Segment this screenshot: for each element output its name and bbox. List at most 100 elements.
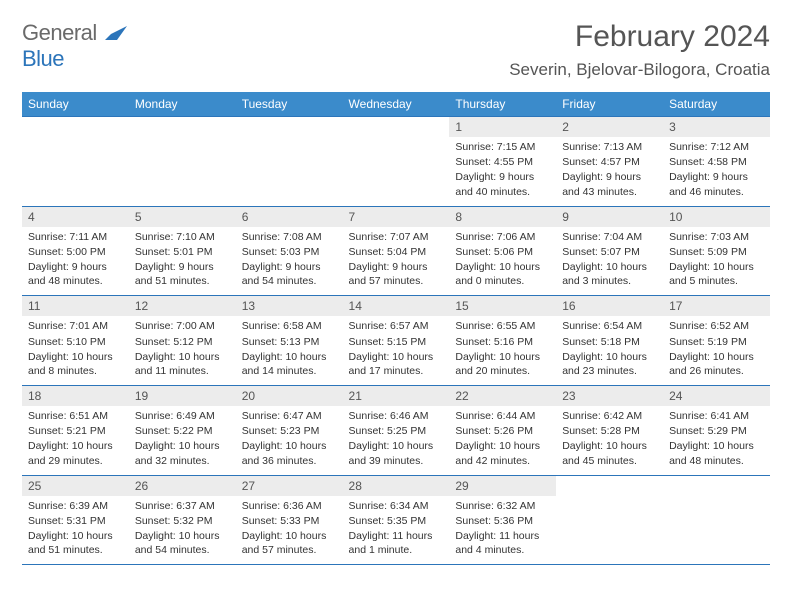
day-header-row: Sunday Monday Tuesday Wednesday Thursday… <box>22 92 770 117</box>
header: General Blue February 2024 Severin, Bjel… <box>22 20 770 80</box>
day-data: Sunrise: 7:15 AMSunset: 4:55 PMDaylight:… <box>449 137 556 206</box>
sunrise-text: Sunrise: 6:49 AM <box>135 409 230 423</box>
sunrise-text: Sunrise: 6:44 AM <box>455 409 550 423</box>
location: Severin, Bjelovar-Bilogora, Croatia <box>509 60 770 80</box>
day-cell: 23Sunrise: 6:42 AMSunset: 5:28 PMDayligh… <box>556 386 663 476</box>
day-number: 17 <box>663 296 770 316</box>
sunset-text: Sunset: 5:36 PM <box>455 514 550 528</box>
daylight-text: Daylight: 9 hours and 48 minutes. <box>28 260 123 288</box>
daylight-text: Daylight: 10 hours and 0 minutes. <box>455 260 550 288</box>
day-number: 21 <box>343 386 450 406</box>
day-data: Sunrise: 6:32 AMSunset: 5:36 PMDaylight:… <box>449 496 556 565</box>
daylight-text: Daylight: 10 hours and 23 minutes. <box>562 350 657 378</box>
day-number: 2 <box>556 117 663 137</box>
day-cell: 1Sunrise: 7:15 AMSunset: 4:55 PMDaylight… <box>449 117 556 207</box>
daylight-text: Daylight: 10 hours and 54 minutes. <box>135 529 230 557</box>
daylight-text: Daylight: 10 hours and 14 minutes. <box>242 350 337 378</box>
day-data: Sunrise: 6:44 AMSunset: 5:26 PMDaylight:… <box>449 406 556 475</box>
daylight-text: Daylight: 10 hours and 45 minutes. <box>562 439 657 467</box>
day-cell: 17Sunrise: 6:52 AMSunset: 5:19 PMDayligh… <box>663 296 770 386</box>
day-cell <box>129 117 236 207</box>
daylight-text: Daylight: 10 hours and 26 minutes. <box>669 350 764 378</box>
sunrise-text: Sunrise: 6:57 AM <box>349 319 444 333</box>
day-cell: 29Sunrise: 6:32 AMSunset: 5:36 PMDayligh… <box>449 475 556 565</box>
sunrise-text: Sunrise: 6:39 AM <box>28 499 123 513</box>
day-data: Sunrise: 7:04 AMSunset: 5:07 PMDaylight:… <box>556 227 663 296</box>
day-data: Sunrise: 6:51 AMSunset: 5:21 PMDaylight:… <box>22 406 129 475</box>
daylight-text: Daylight: 10 hours and 39 minutes. <box>349 439 444 467</box>
week-row: 25 Sunrise: 6:39 AMSunset: 5:31 PM Dayligh… <box>22 475 770 565</box>
sunset-text: Sunset: 5:29 PM <box>669 424 764 438</box>
sunset-text: Sunset: 5:31 PM <box>28 514 123 528</box>
day-cell: 12Sunrise: 7:00 AMSunset: 5:12 PMDayligh… <box>129 296 236 386</box>
day-data: Sunrise: 6:47 AMSunset: 5:23 PMDaylight:… <box>236 406 343 475</box>
day-number: 12 <box>129 296 236 316</box>
sunrise-text: Sunrise: 7:07 AM <box>349 230 444 244</box>
day-number: 8 <box>449 207 556 227</box>
day-number: 9 <box>556 207 663 227</box>
day-data: Sunrise: 7:01 AMSunset: 5:10 PMDaylight:… <box>22 316 129 385</box>
sunrise-text: Sunrise: 7:08 AM <box>242 230 337 244</box>
day-number: 5 <box>129 207 236 227</box>
title-block: February 2024 Severin, Bjelovar-Bilogora… <box>509 20 770 80</box>
day-cell: 28Sunrise: 6:34 AMSunset: 5:35 PMDayligh… <box>343 475 450 565</box>
sunset-text: Sunset: 5:07 PM <box>562 245 657 259</box>
day-number: 1 <box>449 117 556 137</box>
day-number: 20 <box>236 386 343 406</box>
sunset-text: Sunset: 4:55 PM <box>455 155 550 169</box>
sunrise-text: Sunrise: 7:11 AM <box>28 230 123 244</box>
day-cell: 27Sunrise: 6:36 AMSunset: 5:33 PMDayligh… <box>236 475 343 565</box>
day-cell: 25Sunrise: 6:39 AMSunset: 5:31 PMDayligh… <box>22 475 129 565</box>
day-data: Sunrise: 7:12 AMSunset: 4:58 PMDaylight:… <box>663 137 770 206</box>
day-data: Sunrise: 6:49 AMSunset: 5:22 PMDaylight:… <box>129 406 236 475</box>
day-data: Sunrise: 6:57 AMSunset: 5:15 PMDaylight:… <box>343 316 450 385</box>
sunrise-text: Sunrise: 6:54 AM <box>562 319 657 333</box>
day-data: Sunrise: 6:34 AMSunset: 5:35 PMDaylight:… <box>343 496 450 565</box>
day-header: Wednesday <box>343 92 450 117</box>
day-cell: 5Sunrise: 7:10 AMSunset: 5:01 PMDaylight… <box>129 206 236 296</box>
day-header: Saturday <box>663 92 770 117</box>
day-cell: 20Sunrise: 6:47 AMSunset: 5:23 PMDayligh… <box>236 386 343 476</box>
day-cell: 4 Sunrise: 7:11 AMSunset: 5:00 PMDaylight… <box>22 206 129 296</box>
day-header: Thursday <box>449 92 556 117</box>
sunset-text: Sunset: 5:22 PM <box>135 424 230 438</box>
sunset-text: Sunset: 5:28 PM <box>562 424 657 438</box>
sunrise-text: Sunrise: 7:12 AM <box>669 140 764 154</box>
day-number: 23 <box>556 386 663 406</box>
sunrise-text: Sunrise: 6:41 AM <box>669 409 764 423</box>
day-cell <box>22 117 129 207</box>
day-number: 7 <box>343 207 450 227</box>
day-cell: 16Sunrise: 6:54 AMSunset: 5:18 PMDayligh… <box>556 296 663 386</box>
calendar-table: Sunday Monday Tuesday Wednesday Thursday… <box>22 92 770 565</box>
day-data: Sunrise: 7:07 AMSunset: 5:04 PMDaylight:… <box>343 227 450 296</box>
day-number: 18 <box>22 386 129 406</box>
sunset-text: Sunset: 5:09 PM <box>669 245 764 259</box>
day-number: 22 <box>449 386 556 406</box>
sunrise-text: Sunrise: 6:58 AM <box>242 319 337 333</box>
day-number: 19 <box>129 386 236 406</box>
day-number: 27 <box>236 476 343 496</box>
sunset-text: Sunset: 5:25 PM <box>349 424 444 438</box>
daylight-text: Daylight: 10 hours and 11 minutes. <box>135 350 230 378</box>
logo-text: General Blue <box>22 20 127 72</box>
sunrise-text: Sunrise: 6:47 AM <box>242 409 337 423</box>
daylight-text: Daylight: 9 hours and 57 minutes. <box>349 260 444 288</box>
day-cell: 2Sunrise: 7:13 AMSunset: 4:57 PMDaylight… <box>556 117 663 207</box>
daylight-text: Daylight: 10 hours and 42 minutes. <box>455 439 550 467</box>
day-data: Sunrise: 7:10 AMSunset: 5:01 PMDaylight:… <box>129 227 236 296</box>
sunset-text: Sunset: 5:26 PM <box>455 424 550 438</box>
day-number: 4 <box>22 207 129 227</box>
sunset-text: Sunset: 5:35 PM <box>349 514 444 528</box>
sunset-text: Sunset: 5:18 PM <box>562 335 657 349</box>
day-header: Friday <box>556 92 663 117</box>
day-header: Tuesday <box>236 92 343 117</box>
sunrise-text: Sunrise: 7:04 AM <box>562 230 657 244</box>
sunset-text: Sunset: 5:23 PM <box>242 424 337 438</box>
day-number: 25 <box>22 476 129 496</box>
sunset-text: Sunset: 5:06 PM <box>455 245 550 259</box>
day-cell: 21Sunrise: 6:46 AMSunset: 5:25 PMDayligh… <box>343 386 450 476</box>
sunset-text: Sunset: 4:58 PM <box>669 155 764 169</box>
day-header: Sunday <box>22 92 129 117</box>
sunset-text: Sunset: 5:00 PM <box>28 245 123 259</box>
sunrise-text: Sunrise: 6:52 AM <box>669 319 764 333</box>
